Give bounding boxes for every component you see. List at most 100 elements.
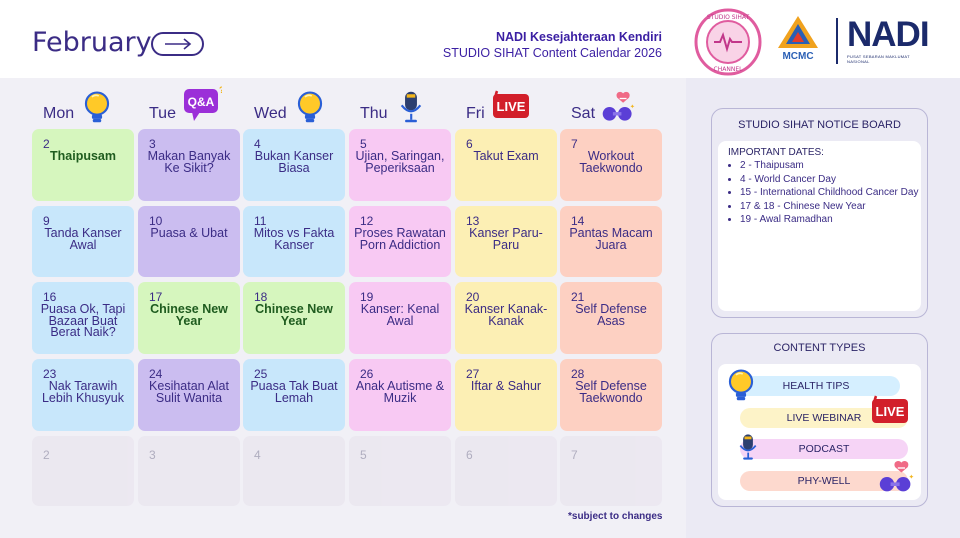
svg-text:Q&A: Q&A bbox=[188, 95, 215, 109]
nadi-logo: NADI PUSAT SEBARAN MAKLUMAT NASIONAL bbox=[847, 15, 930, 65]
calendar-day-cell[interactable]: 4 bbox=[243, 436, 345, 506]
topic-label: Kanser: Kenal Awal bbox=[360, 302, 440, 328]
calendar-day-cell[interactable]: 27 Iftar & Sahur bbox=[455, 359, 557, 431]
topic-label: Tanda Kanser Awal bbox=[44, 226, 122, 252]
calendar-day-cell[interactable]: 23 Nak Tarawih Lebih Khusyuk bbox=[32, 359, 134, 431]
day-number: 20 bbox=[466, 290, 480, 304]
day-icon-wrap: ✦ bbox=[601, 90, 635, 129]
topic-label: Puasa Tak Buat Lemah bbox=[250, 379, 338, 405]
notice-board: STUDIO SIHAT NOTICE BOARD IMPORTANT DATE… bbox=[711, 108, 928, 318]
calendar-subtitle: STUDIO SIHAT Content Calendar 2026 bbox=[442, 46, 662, 60]
calendar-day-cell[interactable]: 25 Puasa Tak Buat Lemah bbox=[243, 359, 345, 431]
day-name: Sat bbox=[571, 105, 596, 122]
svg-text:LIVE: LIVE bbox=[876, 404, 905, 419]
calendar-day-cell[interactable]: 13 Kanser Paru-Paru bbox=[455, 206, 557, 277]
calendar-day-cell[interactable]: 5 Ujian, Saringan, Peperiksaan bbox=[349, 129, 451, 201]
title-block: NADI Kesejahteraan Kendiri STUDIO SIHAT … bbox=[443, 30, 662, 60]
dumbbell-heart-icon: ✦ bbox=[879, 460, 914, 492]
calendar-day-cell[interactable]: 6 bbox=[455, 436, 557, 506]
calendar-day-cell[interactable]: 5 bbox=[349, 436, 451, 506]
calendar-day-cell[interactable]: 7 bbox=[560, 436, 662, 506]
month-title: February bbox=[32, 27, 152, 58]
content-type-label: LIVE WEBINAR bbox=[786, 412, 862, 424]
day-number: 24 bbox=[149, 367, 163, 381]
calendar-day-cell[interactable]: 24 Kesihatan Alat Sulit Wanita bbox=[138, 359, 240, 431]
header: February NADI Kesejahteraan Kendiri STUD… bbox=[0, 0, 960, 78]
logo-divider bbox=[836, 18, 838, 64]
lightbulb-icon bbox=[85, 90, 110, 122]
day-header-sat: Sat ✦ bbox=[571, 91, 635, 128]
calendar-day-cell[interactable]: 16 Puasa Ok, Tapi Bazaar Buat Berat Naik? bbox=[32, 282, 134, 354]
day-icon-wrap: Q&A? bbox=[182, 85, 224, 130]
day-number: 6 bbox=[466, 137, 473, 151]
calendar-day-cell[interactable]: 2 bbox=[32, 436, 134, 506]
calendar-day-cell[interactable]: 26 Anak Autisme & Muzik bbox=[349, 359, 451, 431]
calendar-day-cell[interactable]: 11 Mitos vs Fakta Kanser bbox=[243, 206, 345, 277]
calendar-day-cell[interactable]: 4 Bukan Kanser Biasa bbox=[243, 129, 345, 201]
calendar-day-cell[interactable]: 3 bbox=[138, 436, 240, 506]
important-dates-heading: IMPORTANT DATES: bbox=[728, 147, 824, 158]
topic-label: Kanser Paru-Paru bbox=[469, 226, 543, 252]
topic-label: Mitos vs Fakta Kanser bbox=[253, 226, 335, 252]
calendar-day-cell[interactable]: 19 Kanser: Kenal Awal bbox=[349, 282, 451, 354]
day-icon-wrap: LIVE bbox=[491, 85, 531, 130]
day-number: 4 bbox=[254, 448, 261, 462]
topic-label: Nak Tarawih Lebih Khusyuk bbox=[41, 379, 124, 405]
lightbulb-icon bbox=[728, 369, 754, 401]
calendar-day-cell[interactable]: 28 Self Defense Taekwondo bbox=[560, 359, 662, 431]
content-type-icon-wrap: LIVE bbox=[870, 390, 910, 435]
calendar-day-cell[interactable]: 2 Thaipusam bbox=[32, 129, 134, 201]
important-date-item: 15 - International Childhood Cancer Day bbox=[740, 186, 930, 200]
calendar-day-cell[interactable]: 20 Kanser Kanak-Kanak bbox=[455, 282, 557, 354]
live-icon: LIVE bbox=[872, 395, 908, 423]
calendar-day-cell[interactable]: 6 Takut Exam bbox=[455, 129, 557, 201]
calendar-day-cell[interactable]: 3 Makan Banyak Ke Sikit? bbox=[138, 129, 240, 201]
dumbbell-heart-icon: ✦ bbox=[602, 91, 635, 121]
content-types-title: CONTENT TYPES bbox=[773, 342, 866, 354]
important-dates-list: 2 - Thaipusam4 - World Cancer Day15 - In… bbox=[726, 159, 930, 227]
calendar-day-cell[interactable]: 10 Puasa & Ubat bbox=[138, 206, 240, 277]
calendar-day-cell[interactable]: 21 Self Defense Asas bbox=[560, 282, 662, 354]
content-type-icon-wrap: ✦ bbox=[878, 459, 914, 500]
topic-label: Makan Banyak Ke Sikit? bbox=[147, 149, 231, 175]
day-icon-wrap bbox=[394, 90, 428, 129]
svg-text:MCMC: MCMC bbox=[782, 51, 813, 62]
content-type-label: PODCAST bbox=[798, 443, 850, 455]
day-number: 19 bbox=[360, 290, 374, 304]
calendar-day-cell[interactable]: 7 Workout Taekwondo bbox=[560, 129, 662, 201]
important-date-item: 17 & 18 - Chinese New Year bbox=[740, 200, 930, 214]
day-number: 5 bbox=[360, 137, 367, 151]
topic-label: Bukan Kanser Biasa bbox=[254, 149, 334, 175]
day-number: 6 bbox=[466, 448, 473, 462]
svg-text:?: ? bbox=[219, 85, 222, 95]
topic-label: Takut Exam bbox=[473, 149, 539, 163]
day-header-fri: Fri LIVE bbox=[466, 90, 531, 128]
day-number: 23 bbox=[43, 367, 57, 381]
calendar-day-cell[interactable]: 17 Chinese New Year bbox=[138, 282, 240, 354]
day-number: 3 bbox=[149, 448, 156, 462]
day-number: 7 bbox=[571, 137, 578, 151]
calendar-day-cell[interactable]: 12 Proses Rawatan Porn Addiction bbox=[349, 206, 451, 277]
day-number: 10 bbox=[149, 214, 163, 228]
day-number: 25 bbox=[254, 367, 268, 381]
lightbulb-icon bbox=[297, 90, 322, 122]
day-number: 9 bbox=[43, 214, 50, 228]
studio-sihat-logo: STUDIO SIHAT CHANNEL bbox=[694, 8, 762, 76]
day-name: Thu bbox=[360, 105, 388, 122]
content-type-label: HEALTH TIPS bbox=[782, 380, 850, 392]
day-number: 2 bbox=[43, 137, 50, 151]
day-header-tue: Tue Q&A? bbox=[149, 85, 224, 128]
day-number: 2 bbox=[43, 448, 50, 462]
microphone-icon bbox=[739, 434, 757, 460]
svg-text:STUDIO SIHAT: STUDIO SIHAT bbox=[707, 14, 750, 21]
topic-label: Puasa Ok, Tapi Bazaar Buat Berat Naik? bbox=[40, 302, 126, 339]
topic-label: Workout Taekwondo bbox=[579, 149, 643, 175]
calendar-day-cell[interactable]: 18 Chinese New Year bbox=[243, 282, 345, 354]
content-type-live-webinar: LIVE WEBINAR bbox=[740, 408, 908, 428]
calendar-day-cell[interactable]: 9 Tanda Kanser Awal bbox=[32, 206, 134, 277]
calendar-day-cell[interactable]: 14 Pantas Macam Juara bbox=[560, 206, 662, 277]
content-type-icon-wrap bbox=[734, 433, 762, 466]
mcmc-logo: MCMC bbox=[778, 16, 818, 62]
next-month-button[interactable] bbox=[151, 32, 204, 56]
holiday-label: Chinese New Year bbox=[255, 302, 333, 328]
